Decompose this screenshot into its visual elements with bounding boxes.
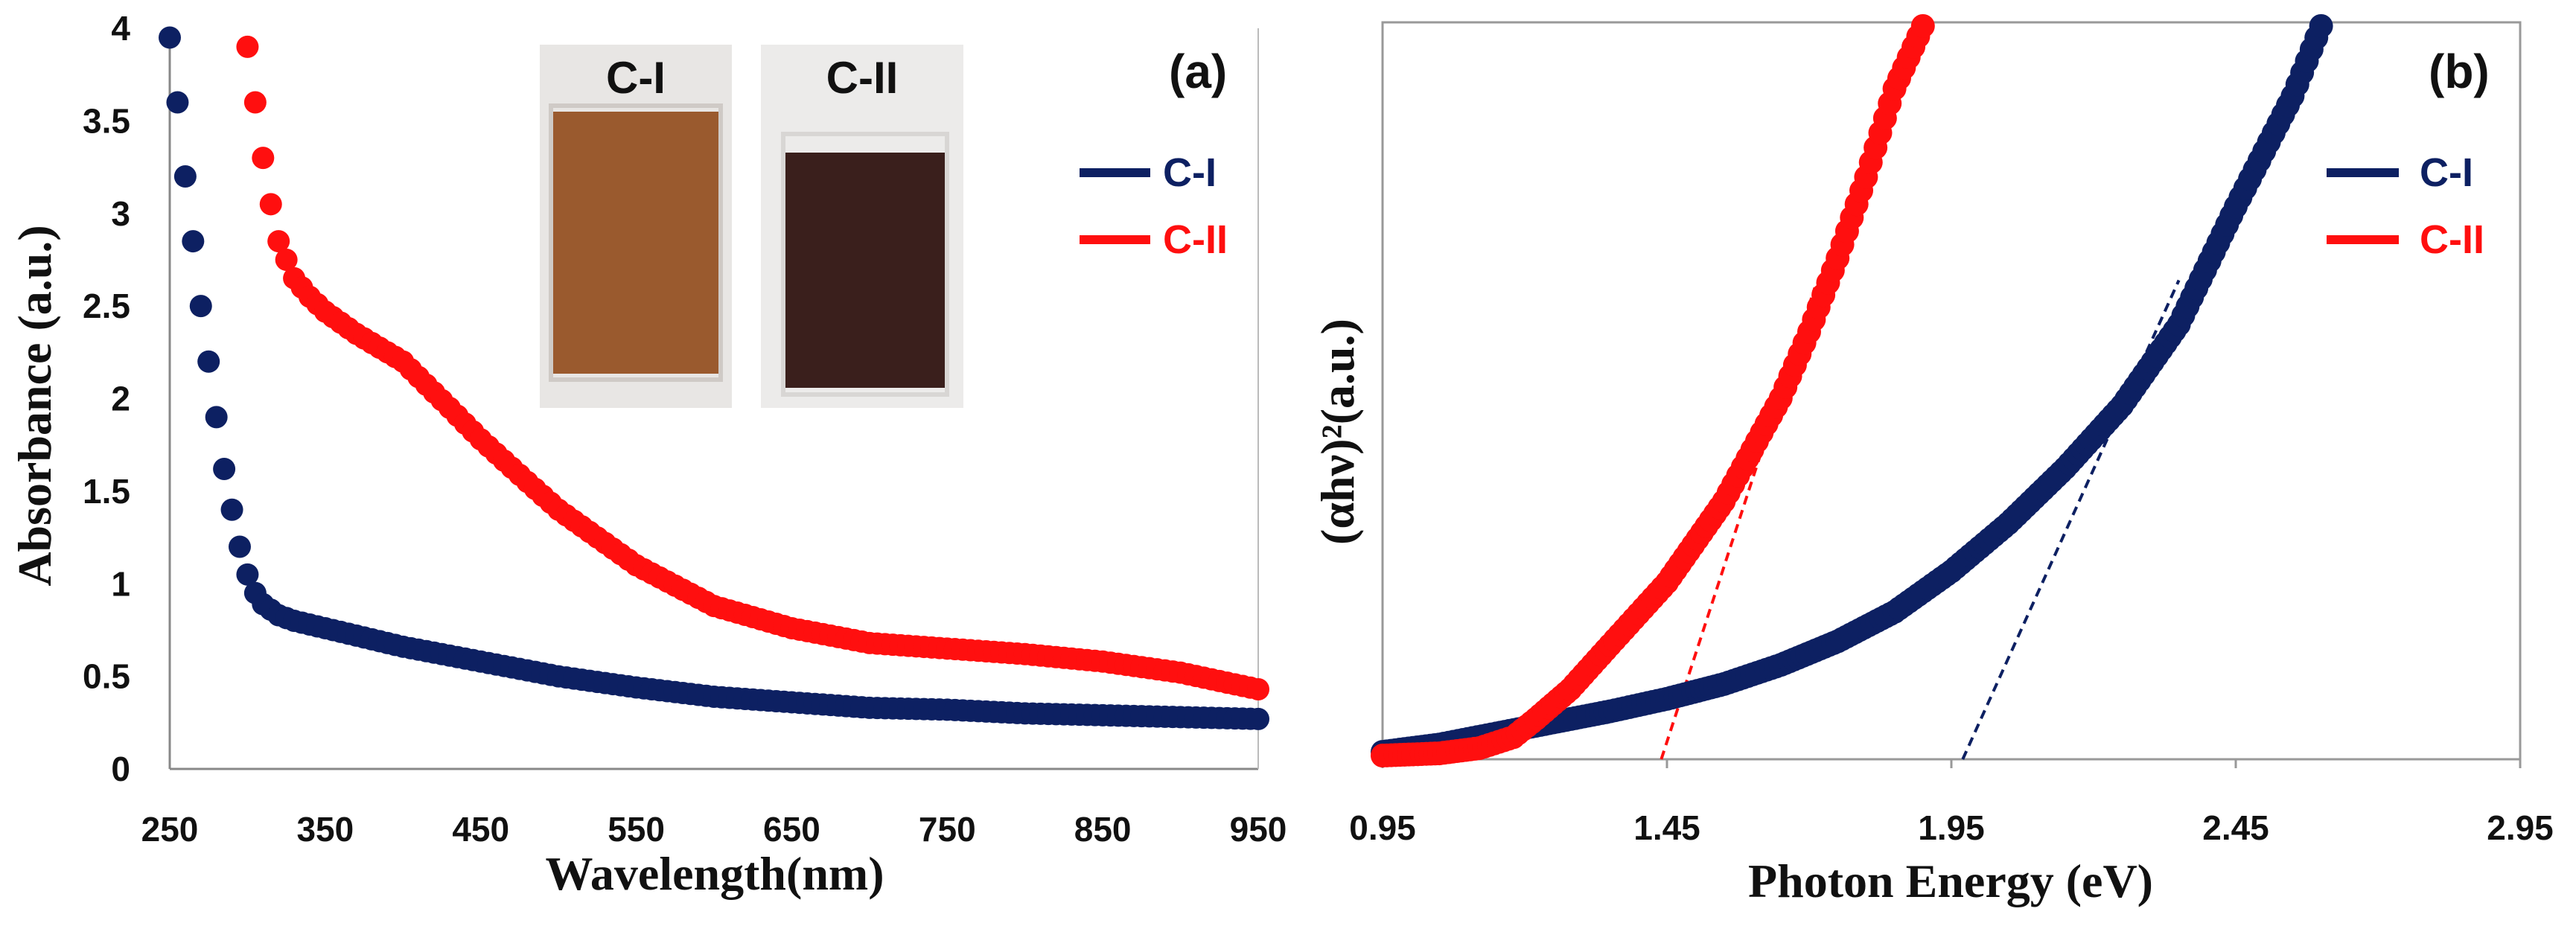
panel-a-y-tick: 3 <box>111 194 130 233</box>
panel-a-x-tick: 250 <box>141 810 199 849</box>
panel-a-series-c2 <box>236 35 1269 701</box>
panel-a: 250 350 450 550 650 750 850 950 0 0.5 1 1.5 2 2.5 3 3.… <box>8 9 1287 900</box>
inset-photo-c1-film <box>551 112 721 374</box>
data-point <box>197 350 220 373</box>
panel-a-y-tick: 1 <box>111 564 130 603</box>
inset-photo-c2-film <box>783 153 947 388</box>
data-point <box>173 165 197 188</box>
data-point <box>228 535 251 558</box>
panel-a-x-tick: 850 <box>1074 810 1132 849</box>
panel-a-y-tick: 0 <box>111 750 130 788</box>
panel-b-x-tick: 1.95 <box>1918 808 1985 847</box>
panel-b-x-tick: 2.45 <box>2202 808 2269 847</box>
panel-a-x-tick: 550 <box>608 810 665 849</box>
panel-a-y-tick: 4 <box>111 9 130 48</box>
data-point <box>220 498 243 521</box>
panel-a-x-label: Wavelength(nm) <box>545 847 884 900</box>
panel-b-x-ticks: 0.95 1.45 1.95 2.45 2.95 <box>1349 759 2554 847</box>
data-point <box>275 248 298 271</box>
data-point <box>2309 13 2333 38</box>
panel-b-label: (b) <box>2429 45 2490 98</box>
inset-label-c1: C-I <box>606 53 666 103</box>
panel-a-y-label: Absorbance (a.u.) <box>8 225 61 586</box>
panel-b-x-tick: 0.95 <box>1349 808 1416 847</box>
panel-a-x-tick: 750 <box>919 810 976 849</box>
data-point <box>166 91 189 114</box>
panel-b-y-label: (αhν)²(a.u.) <box>1311 319 1364 545</box>
panel-a-y-ticks: 0 0.5 1 1.5 2 2.5 3 3.5 4 <box>83 9 130 788</box>
data-point <box>243 91 267 114</box>
legend-a-label-c2: C-II <box>1163 217 1228 262</box>
data-point <box>182 230 205 253</box>
inset-photos: C-I C-II <box>540 45 963 408</box>
panel-b-legend: C-I C-II <box>2327 150 2484 262</box>
data-point <box>236 35 259 58</box>
panel-b-x-tick: 2.95 <box>2487 808 2554 847</box>
panel-a-y-tick: 3.5 <box>83 101 130 140</box>
panel-a-label: (a) <box>1169 45 1227 98</box>
panel-a-series-c1 <box>159 26 1269 730</box>
panel-b-series <box>1371 13 2333 768</box>
panel-b-series-c1 <box>1371 13 2333 764</box>
legend-b-label-c2: C-II <box>2420 217 2484 262</box>
fit-line-c2 <box>1660 287 1817 760</box>
panel-a-x-tick: 450 <box>452 810 509 849</box>
inset-photo-c1-glass <box>549 103 723 382</box>
legend-a-label-c1: C-I <box>1163 150 1217 195</box>
data-point <box>236 563 259 586</box>
panel-b-x-tick: 1.45 <box>1633 808 1700 847</box>
panel-a-y-tick: 2 <box>111 380 130 418</box>
panel-b-frame <box>1381 21 2522 761</box>
panel-b-series-c2 <box>1371 13 1935 768</box>
data-point <box>1247 707 1269 730</box>
data-point <box>205 406 228 429</box>
panel-a-series <box>159 26 1269 730</box>
panel-a-legend: C-I C-II <box>1080 150 1228 262</box>
panel-a-x-ticks: 250 350 450 550 650 750 850 950 <box>141 810 1287 849</box>
legend-b-label-c1: C-I <box>2420 150 2473 195</box>
data-point <box>252 147 275 170</box>
data-point <box>267 230 290 253</box>
data-point <box>259 193 282 216</box>
data-point <box>159 26 181 49</box>
panel-b: 0.95 1.45 1.95 2.45 2.95 (b) C-I C-II Photon… <box>1311 13 2554 907</box>
panel-a-y-tick: 0.5 <box>83 657 130 696</box>
data-point <box>213 458 236 481</box>
panel-b-x-label: Photon Energy (eV) <box>1748 855 2153 907</box>
data-point <box>1910 13 1935 38</box>
data-point <box>189 295 212 318</box>
panel-a-y-tick: 2.5 <box>83 287 130 325</box>
data-point <box>1247 678 1269 701</box>
inset-photo-c2-glass <box>781 132 949 397</box>
panel-a-x-tick: 350 <box>296 810 354 849</box>
inset-label-c2: C-II <box>826 53 899 103</box>
panel-a-x-tick: 950 <box>1230 810 1287 849</box>
panel-a-y-tick: 1.5 <box>83 472 130 511</box>
panel-a-x-tick: 650 <box>763 810 820 849</box>
